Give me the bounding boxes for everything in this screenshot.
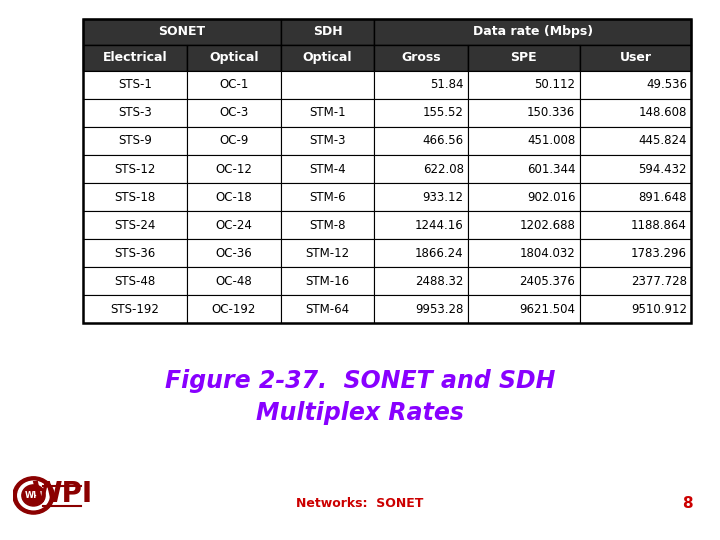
Text: Electrical: Electrical — [103, 51, 167, 64]
Text: STM-1: STM-1 — [310, 106, 346, 119]
Text: OC-192: OC-192 — [212, 303, 256, 316]
Text: Gross: Gross — [401, 51, 441, 64]
Text: Data rate (Mbps): Data rate (Mbps) — [473, 25, 593, 38]
Text: OC-1: OC-1 — [220, 78, 248, 91]
Text: 594.432: 594.432 — [639, 163, 687, 176]
Circle shape — [18, 481, 49, 510]
Text: 1804.032: 1804.032 — [520, 247, 575, 260]
Text: Optical: Optical — [303, 51, 352, 64]
Text: 466.56: 466.56 — [423, 134, 464, 147]
Text: 148.608: 148.608 — [639, 106, 687, 119]
Text: SONET: SONET — [158, 25, 205, 38]
Text: 933.12: 933.12 — [423, 191, 464, 204]
Text: STS-3: STS-3 — [118, 106, 152, 119]
Text: STS-12: STS-12 — [114, 163, 156, 176]
Text: SPE: SPE — [510, 51, 537, 64]
Text: 2377.728: 2377.728 — [631, 275, 687, 288]
Text: STM-12: STM-12 — [305, 247, 350, 260]
Text: STS-36: STS-36 — [114, 247, 156, 260]
Text: 8: 8 — [683, 496, 693, 511]
Text: 49.536: 49.536 — [646, 78, 687, 91]
Text: Figure 2-37.  SONET and SDH: Figure 2-37. SONET and SDH — [165, 369, 555, 393]
Text: STS-48: STS-48 — [114, 275, 156, 288]
Text: STM-3: STM-3 — [310, 134, 346, 147]
Text: OC-3: OC-3 — [220, 106, 248, 119]
Text: Networks:  SONET: Networks: SONET — [297, 497, 423, 510]
Text: Optical: Optical — [210, 51, 258, 64]
Text: 50.112: 50.112 — [534, 78, 575, 91]
Text: OC-24: OC-24 — [215, 219, 253, 232]
Text: WPI: WPI — [32, 480, 93, 508]
Text: 2488.32: 2488.32 — [415, 275, 464, 288]
Text: 9510.912: 9510.912 — [631, 303, 687, 316]
Text: 1866.24: 1866.24 — [415, 247, 464, 260]
Text: WPI: WPI — [24, 491, 42, 500]
Text: STS-9: STS-9 — [118, 134, 152, 147]
Text: STM-6: STM-6 — [310, 191, 346, 204]
Text: 51.84: 51.84 — [430, 78, 464, 91]
Text: 150.336: 150.336 — [527, 106, 575, 119]
Text: 902.016: 902.016 — [527, 191, 575, 204]
Text: User: User — [619, 51, 652, 64]
Text: Multiplex Rates: Multiplex Rates — [256, 401, 464, 425]
Text: STS-24: STS-24 — [114, 219, 156, 232]
Text: 601.344: 601.344 — [527, 163, 575, 176]
Text: OC-18: OC-18 — [215, 191, 253, 204]
Text: STS-18: STS-18 — [114, 191, 156, 204]
Circle shape — [22, 485, 45, 506]
Text: 1188.864: 1188.864 — [631, 219, 687, 232]
Text: 891.648: 891.648 — [639, 191, 687, 204]
Text: 2405.376: 2405.376 — [519, 275, 575, 288]
Text: STM-8: STM-8 — [310, 219, 346, 232]
Text: 1783.296: 1783.296 — [631, 247, 687, 260]
Text: OC-12: OC-12 — [215, 163, 253, 176]
Text: 155.52: 155.52 — [423, 106, 464, 119]
Text: STS-1: STS-1 — [118, 78, 152, 91]
Text: SDH: SDH — [312, 25, 343, 38]
Circle shape — [13, 477, 54, 514]
Text: STM-64: STM-64 — [305, 303, 350, 316]
Text: STM-16: STM-16 — [305, 275, 350, 288]
Text: 9953.28: 9953.28 — [415, 303, 464, 316]
Text: 1244.16: 1244.16 — [415, 219, 464, 232]
Text: 1202.688: 1202.688 — [519, 219, 575, 232]
Text: 9621.504: 9621.504 — [519, 303, 575, 316]
Text: OC-48: OC-48 — [215, 275, 253, 288]
Text: 622.08: 622.08 — [423, 163, 464, 176]
Text: OC-9: OC-9 — [220, 134, 248, 147]
Text: 451.008: 451.008 — [527, 134, 575, 147]
Text: OC-36: OC-36 — [215, 247, 253, 260]
Text: 445.824: 445.824 — [639, 134, 687, 147]
Text: STS-192: STS-192 — [111, 303, 159, 316]
Text: STM-4: STM-4 — [310, 163, 346, 176]
